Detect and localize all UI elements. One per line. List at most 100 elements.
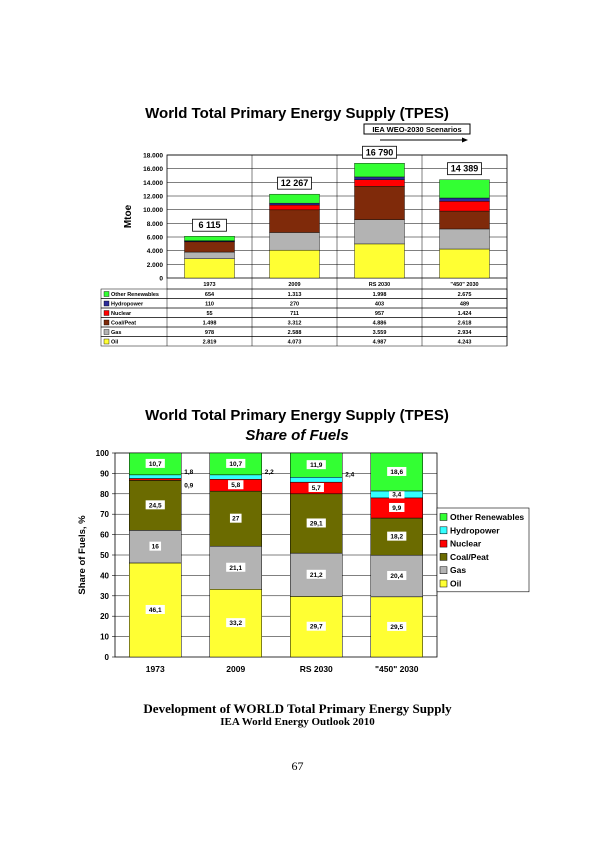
chart1-legend-swatch-gas <box>103 329 110 335</box>
chart2-data-label: 2,2 <box>265 469 274 476</box>
chart2-data-label: 18,2 <box>390 534 403 541</box>
chart1-table-cell: 957 <box>375 311 384 317</box>
chart1-y-tick: 14.000 <box>143 180 163 187</box>
chart1-bar-coal-peat-2 <box>269 209 320 233</box>
chart2-data-label: 11,9 <box>310 462 323 469</box>
chart1-table-cell: 711 <box>290 311 299 317</box>
chart1-legend-label: Nuclear <box>111 311 132 317</box>
svg-text:16 790: 16 790 <box>366 147 394 157</box>
chart1-table-cell: 2.618 <box>458 321 472 327</box>
chart2-legend-label: Gas <box>450 565 466 575</box>
chart2-data-label-bg <box>389 489 405 499</box>
chart2-y-tick: 50 <box>100 551 109 560</box>
chart2-y-tick: 30 <box>100 592 109 601</box>
chart1-table-cell: 1.998 <box>373 292 387 298</box>
chart2-data-label-bg <box>226 562 246 572</box>
chart2-x-tick: RS 2030 <box>300 664 333 674</box>
chart1-y-tick: 8.000 <box>147 221 164 228</box>
chart1-bar-coal-peat-4 <box>439 210 490 230</box>
chart1-bar-oil-2 <box>269 249 320 279</box>
chart2-data-label: 24,5 <box>149 502 162 509</box>
chart2-y-label: Share of Fuels, % <box>77 515 88 595</box>
chart1-y-tick: 4.000 <box>147 248 164 255</box>
chart1-table-cell: 489 <box>460 302 469 308</box>
chart2-y-tick: 70 <box>100 510 109 519</box>
chart1-bar-nuclear-2 <box>269 204 320 211</box>
chart2-data-label: 3,4 <box>392 491 401 498</box>
chart2-data-label: 0,9 <box>184 483 193 490</box>
chart2-x-tick: "450" 2030 <box>375 664 419 674</box>
chart2-data-label: 21,1 <box>229 565 242 572</box>
chart2-data-label: 16 <box>152 544 160 551</box>
chart2-y-tick: 60 <box>100 531 109 540</box>
chart2-data-label-bg <box>387 531 407 541</box>
chart2-legend-label: Other Renewables <box>450 512 524 522</box>
chart1-y-label: Mtoe <box>123 204 134 228</box>
chart1-legend-label: Other Renewables <box>111 292 159 298</box>
chart1-legend-swatch-other-renewables <box>103 291 110 297</box>
chart2-data-label: 33,2 <box>229 620 242 627</box>
page-number: 67 <box>291 759 304 773</box>
chart2-data-label: 27 <box>232 516 240 523</box>
chart2-data-label-bg <box>145 604 165 614</box>
chart2-x-tick: 2009 <box>226 664 245 674</box>
chart1-table-cell: 4.243 <box>458 340 472 346</box>
chart1-table-cell: 2.819 <box>203 340 217 346</box>
chart2-data-label-bg <box>387 466 407 476</box>
chart2-data-label-bg <box>306 621 326 631</box>
chart2-data-label-bg <box>228 480 244 490</box>
svg-text:12 267: 12 267 <box>281 178 309 188</box>
chart1-table-cell: 270 <box>290 302 299 308</box>
chart1-table-cell: 4.073 <box>288 340 302 346</box>
chart2-data-label-bg <box>149 541 162 551</box>
chart1-bar-oil-1 <box>184 258 235 279</box>
chart2-data-label-bg <box>145 458 165 468</box>
chart1-bar-gas-2 <box>269 232 320 251</box>
chart2-data-label-bg <box>387 571 407 581</box>
chart1-table-cell: 55 <box>206 311 212 317</box>
chart2-data-label: 29,1 <box>310 520 323 527</box>
chart2-bar-hydropower-1 <box>129 474 182 479</box>
chart2-data-label-bg <box>306 460 326 470</box>
chart2-data-label: 20,4 <box>390 573 403 580</box>
chart1-legend-swatch-coal-peat <box>103 319 110 326</box>
svg-text:IEA WEO-2030 Scenarios: IEA WEO-2030 Scenarios <box>372 125 461 134</box>
chart1-y-tick: 2.000 <box>147 262 164 269</box>
chart1-title: World Total Primary Energy Supply (TPES) <box>145 105 449 122</box>
chart1-bar-hydropower-3 <box>354 176 405 180</box>
chart2-y-tick: 40 <box>100 571 109 580</box>
tpes-share-chart: World Total Primary Energy Supply (TPES)… <box>77 407 530 674</box>
chart2-legend-swatch-coal-peat <box>439 553 448 561</box>
chart2-data-label-bg <box>308 482 324 492</box>
chart1-bar-hydropower-2 <box>269 202 320 206</box>
chart1-x-tick: "450" 2030 <box>450 282 478 288</box>
chart2-legend-label: Coal/Peat <box>450 552 489 562</box>
scenario-arrow-head <box>462 137 468 143</box>
chart2-y-tick: 80 <box>100 490 109 499</box>
chart1-bar-coal-peat-1 <box>184 241 235 253</box>
chart1-legend-label: Oil <box>111 340 119 346</box>
chart2-bar-nuclear-1 <box>129 478 182 481</box>
chart1-legend-label: Coal/Peat <box>111 321 136 327</box>
chart2-title: World Total Primary Energy Supply (TPES) <box>145 407 449 424</box>
chart1-bar-nuclear-4 <box>439 201 490 212</box>
chart1-bar-gas-3 <box>354 219 405 245</box>
chart1-total-label-1: 6 115 <box>192 218 227 232</box>
chart2-data-label: 21,2 <box>310 572 323 579</box>
chart2-data-label-bg <box>145 500 165 510</box>
chart1-legend-swatch-nuclear <box>103 310 110 316</box>
chart2-legend-label: Hydropower <box>450 525 500 535</box>
chart1-x-tick: 2009 <box>288 282 300 288</box>
chart1-y-tick: 0 <box>159 276 163 283</box>
chart2-y-tick: 0 <box>105 653 110 662</box>
chart2-data-label: 9,9 <box>392 505 401 512</box>
chart2-legend-swatch-hydropower <box>439 526 448 535</box>
chart2-data-label-bg <box>389 502 405 512</box>
chart1-x-tick: 1973 <box>203 282 215 288</box>
chart1-bar-other-renewables-4 <box>439 179 490 199</box>
chart2-data-label: 5,7 <box>312 485 321 492</box>
chart1-bar-gas-4 <box>439 228 490 250</box>
chart2-data-label: 46,1 <box>149 607 162 614</box>
chart1-data-table: 1973 2009 RS 2030 "450" 2030 Other Renewable… <box>100 278 508 347</box>
chart2-data-label-bg <box>306 518 326 528</box>
